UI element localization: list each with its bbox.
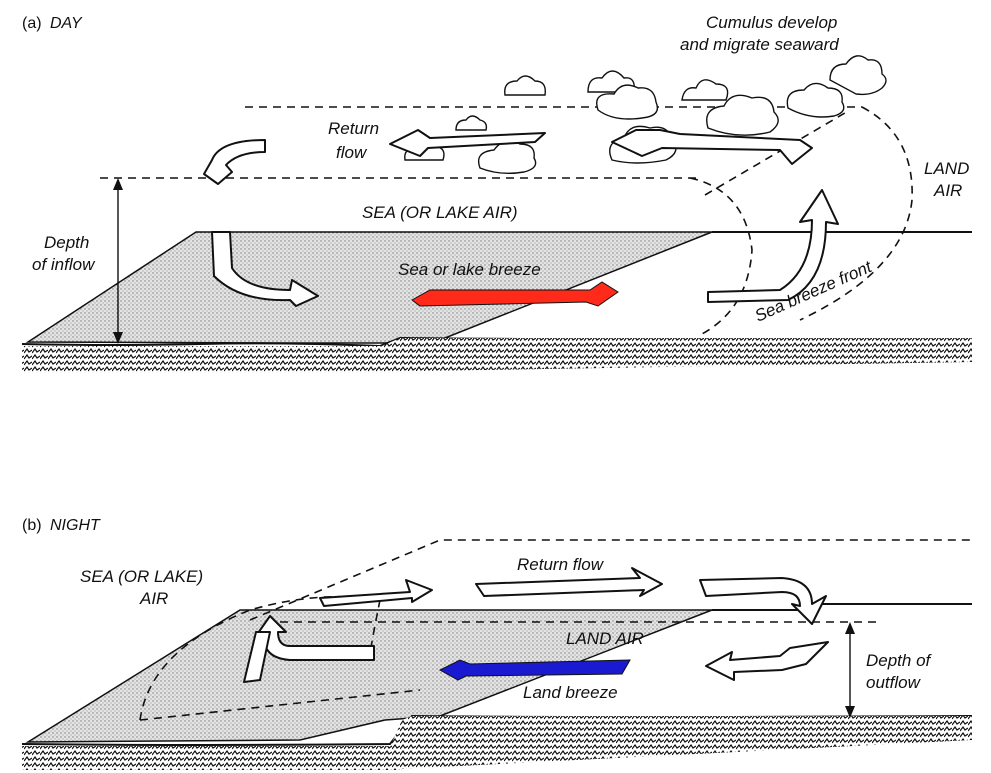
depth-outflow-label-line2: outflow <box>866 673 922 692</box>
sea-air-label: SEA (OR LAKE AIR) <box>362 203 518 222</box>
return-flow-night-label: Return flow <box>517 555 605 574</box>
depth-outflow-label-line1: Depth of <box>866 651 933 670</box>
depth-inflow-arrowhead-bottom <box>113 332 123 344</box>
land-breeze-front-lower <box>139 689 421 721</box>
cumulus-label-line2: and migrate seaward <box>680 35 839 54</box>
cumulus-label-line1: Cumulus develop <box>706 13 837 32</box>
depth-inflow-arrowhead-top <box>113 178 123 190</box>
soil-band-night-left <box>22 746 402 770</box>
land-air-label-line2: AIR <box>933 181 962 200</box>
sea-breeze-label: Sea or lake breeze <box>398 260 541 279</box>
curved-arrow-icon-left-down <box>211 231 319 307</box>
land-breeze-arrow <box>438 659 631 681</box>
front-diagonal <box>704 109 851 196</box>
land-surface-line-night <box>712 603 972 611</box>
return-flow-arrow-night-left <box>319 579 433 607</box>
sea-breeze-front-curve <box>689 177 753 336</box>
upper-return-arrow-day <box>611 129 813 165</box>
return-flow-label-line2: flow <box>336 143 368 162</box>
curved-arrow-icon-left-night <box>243 631 271 683</box>
depth-outflow-arrowhead-top <box>845 622 855 634</box>
curved-arrow-icon-descending-night <box>699 577 827 625</box>
land-air-night-label: LAND AIR <box>566 629 644 648</box>
return-flow-arrow-night-mid <box>475 567 663 597</box>
panel-night: (b) NIGHT SEA (OR LAKE) AIR <box>21 517 973 770</box>
sea-air-night-label-line1: SEA (OR LAKE) <box>80 567 203 586</box>
soil-band-day-right <box>360 338 972 372</box>
panel-a-title: DAY <box>50 15 83 32</box>
soil-band-night-right <box>380 716 972 770</box>
land-breeze-label: Land breeze <box>523 683 618 702</box>
return-flow-arrow-day <box>389 129 546 157</box>
curved-arrow-icon-descending <box>203 139 266 185</box>
panel-a-tag: (a) <box>22 15 42 32</box>
sea-breeze-arrow <box>411 281 619 307</box>
panel-b-title: NIGHT <box>50 517 101 534</box>
curved-arrow-icon-rising-night <box>255 615 375 661</box>
soil-band-day-left <box>22 346 382 372</box>
sea-air-night-label-line2: AIR <box>139 589 168 608</box>
curved-arrow-icon-rising <box>707 189 839 303</box>
depth-outflow-arrowhead-bottom <box>845 706 855 718</box>
return-flow-label-line1: Return <box>328 119 379 138</box>
outer-front-curve <box>799 106 913 321</box>
panel-day: (a) DAY <box>21 13 973 372</box>
return-flow-upper-boundary-night <box>249 539 972 621</box>
outflow-arrow-night <box>705 641 829 681</box>
land-breeze-front-curve <box>139 595 381 721</box>
panel-b-tag: (b) <box>22 517 42 534</box>
land-air-label-line1: LAND <box>924 159 969 178</box>
depth-inflow-label-line2: of inflow <box>32 255 96 274</box>
depth-inflow-label-line1: Depth <box>44 233 89 252</box>
